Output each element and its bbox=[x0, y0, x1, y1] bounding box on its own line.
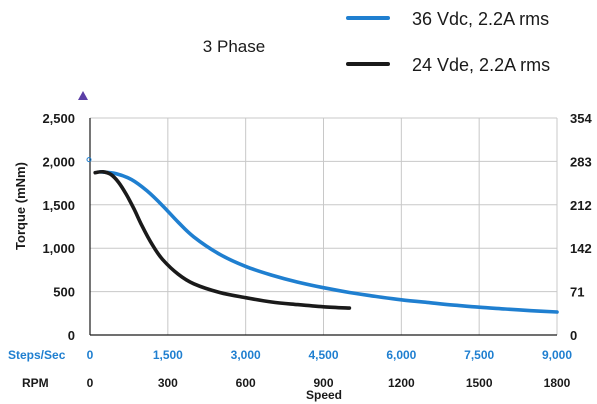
x-tick-label-steps: 4,500 bbox=[308, 348, 338, 362]
y2-tick-label: 354 bbox=[570, 111, 592, 126]
series bbox=[86, 157, 559, 314]
chart-title: 3 Phase bbox=[203, 37, 265, 56]
grid bbox=[90, 117, 558, 335]
x-tick-label-steps: 7,500 bbox=[464, 348, 494, 362]
x-tick-label-rpm: 1200 bbox=[388, 376, 415, 390]
y-tick-label: 1,500 bbox=[42, 198, 75, 213]
x-axis-title: Speed bbox=[306, 388, 342, 402]
y2-tick-label: 71 bbox=[570, 285, 584, 300]
x-tick-label-steps: 3,000 bbox=[231, 348, 261, 362]
axis-start-marker bbox=[86, 157, 92, 163]
triangle-marker bbox=[78, 91, 88, 100]
y-axis-title: Torque (mNm) bbox=[13, 162, 28, 250]
y-tick-label: 0 bbox=[68, 328, 75, 343]
axes bbox=[89, 118, 557, 336]
x-tick-label-steps: 0 bbox=[87, 348, 94, 362]
y-tick-label: 1,000 bbox=[42, 241, 75, 256]
x-tick-label-steps: 6,000 bbox=[386, 348, 416, 362]
legend-label-24vde: 24 Vde, 2.2A rms bbox=[412, 55, 550, 75]
x-tick-label-rpm: 900 bbox=[313, 376, 333, 390]
x-tick-label-rpm: 300 bbox=[158, 376, 178, 390]
x-axis-rpm-label: RPM bbox=[22, 376, 49, 390]
x-axis-steps-label: Steps/Sec bbox=[8, 348, 66, 362]
y2-tick-label: 212 bbox=[570, 198, 592, 213]
x-tick-label-rpm: 600 bbox=[236, 376, 256, 390]
x-tick-label-steps: 9,000 bbox=[542, 348, 572, 362]
y2-tick-label: 142 bbox=[570, 241, 592, 256]
series-line-36vdc bbox=[98, 170, 559, 314]
x-tick-label-rpm: 1800 bbox=[544, 376, 571, 390]
x-tick-label-rpm: 0 bbox=[87, 376, 94, 390]
x-tick-label-steps: 1,500 bbox=[153, 348, 183, 362]
legend-label-36vdc: 36 Vdc, 2.2A rms bbox=[412, 9, 549, 29]
x-tick-label-rpm: 1500 bbox=[466, 376, 493, 390]
y-tick-label: 500 bbox=[53, 285, 75, 300]
series-line-24vde bbox=[93, 169, 352, 310]
y2-tick-label: 283 bbox=[570, 154, 592, 169]
y2-tick-label: 0 bbox=[570, 328, 577, 343]
y-tick-label: 2,500 bbox=[42, 111, 75, 126]
y-tick-label: 2,000 bbox=[42, 154, 75, 169]
